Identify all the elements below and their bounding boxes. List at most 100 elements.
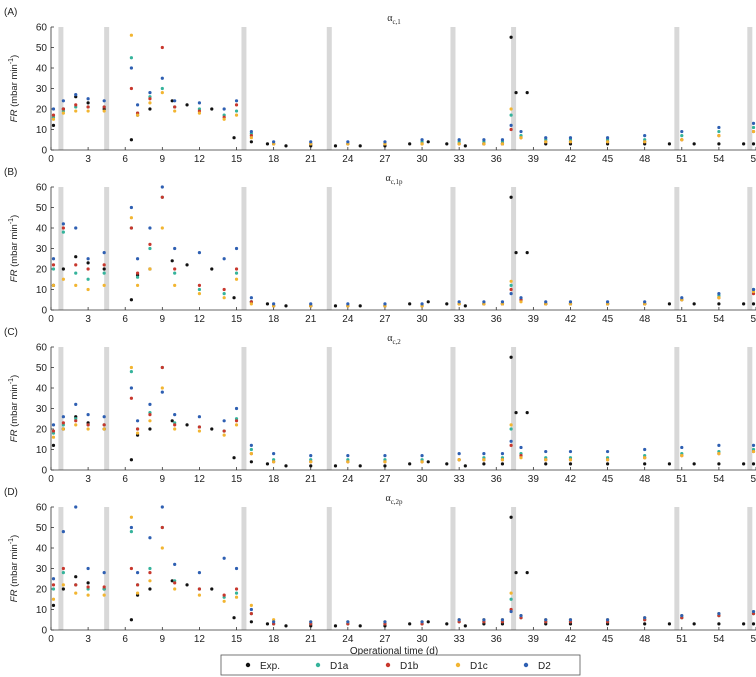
data-point-d2 <box>135 571 140 575</box>
x-tick-label: 36 <box>491 154 503 165</box>
data-point-d2 <box>135 103 140 107</box>
data-point-d2 <box>717 125 721 130</box>
shaded-band <box>241 507 247 630</box>
shaded-band <box>747 507 753 630</box>
data-point-exp <box>643 622 647 626</box>
data-point-exp <box>185 423 189 427</box>
x-tick-label: 27 <box>379 314 391 325</box>
data-point-d2 <box>160 185 164 189</box>
data-point-exp <box>148 107 152 111</box>
data-point-d1c <box>51 117 56 121</box>
data-point-d2 <box>643 616 647 620</box>
data-point-d2 <box>197 571 202 575</box>
data-point-exp <box>605 462 610 466</box>
x-tick-label: 57 <box>750 474 756 485</box>
y-tick-label: 0 <box>41 626 47 637</box>
data-point-exp <box>514 571 518 575</box>
x-tick-label: 57 <box>750 314 756 325</box>
data-point-d1b <box>509 443 513 447</box>
data-point-d2 <box>717 612 721 616</box>
data-point-exp <box>51 443 56 447</box>
data-point-d1c <box>61 111 65 115</box>
data-point-d2 <box>420 302 424 306</box>
data-point-d2 <box>346 140 350 144</box>
x-tick-label: 9 <box>160 474 166 485</box>
x-tick-label: 51 <box>676 474 688 485</box>
data-point-d2 <box>135 257 140 261</box>
data-point-d1c <box>102 593 106 597</box>
data-point-d1b <box>86 267 90 271</box>
shaded-band <box>104 27 110 150</box>
data-point-d1b <box>160 365 164 370</box>
data-point-d2 <box>86 257 90 261</box>
shaded-band <box>511 187 517 310</box>
data-point-d2 <box>309 140 313 144</box>
data-point-d1c <box>519 300 523 304</box>
data-point-d1a <box>129 56 133 60</box>
data-point-d1c <box>74 109 78 113</box>
data-point-exp <box>514 411 518 415</box>
data-point-exp <box>51 603 56 608</box>
data-point-d2 <box>568 618 573 622</box>
data-point-d1c <box>51 283 56 287</box>
data-point-d1b <box>173 581 177 585</box>
y-tick-label: 20 <box>36 585 48 596</box>
data-point-d1b <box>102 585 106 589</box>
data-point-exp <box>383 464 387 468</box>
x-tick-label: 15 <box>231 314 243 325</box>
data-point-d1a <box>509 283 513 287</box>
data-point-d2 <box>751 121 756 125</box>
data-point-exp <box>284 144 288 148</box>
y-tick-label: 50 <box>36 363 48 374</box>
data-point-d2 <box>148 91 152 95</box>
data-point-d2 <box>51 257 56 261</box>
data-point-exp <box>426 460 430 464</box>
data-point-d2 <box>568 136 573 140</box>
shaded-band <box>326 347 332 470</box>
x-tick-label: 45 <box>602 474 614 485</box>
data-point-exp <box>249 460 253 464</box>
x-tick-label: 18 <box>268 314 280 325</box>
data-point-d1c <box>751 449 756 454</box>
data-point-d2 <box>148 226 152 230</box>
data-point-exp <box>717 302 721 306</box>
data-point-d1c <box>249 452 253 456</box>
y-tick-label: 40 <box>36 224 48 235</box>
shaded-band <box>58 507 64 630</box>
data-point-exp <box>742 622 746 626</box>
data-point-d1c <box>135 591 140 595</box>
data-point-d1a <box>222 292 226 296</box>
data-point-d1b <box>173 423 177 427</box>
x-tick-label: 3 <box>85 314 91 325</box>
data-point-exp <box>408 302 412 306</box>
data-point-d1a <box>509 113 513 117</box>
data-point-exp <box>742 462 746 466</box>
data-point-exp <box>544 462 548 466</box>
data-point-d1c <box>568 140 573 144</box>
data-point-d1c <box>86 109 90 113</box>
data-point-d2 <box>197 251 202 255</box>
data-point-d2 <box>61 530 65 534</box>
x-tick-label: 33 <box>454 634 466 645</box>
data-point-d2 <box>86 566 90 571</box>
data-point-d1b <box>61 226 65 230</box>
x-tick-label: 45 <box>602 154 614 165</box>
data-point-d1a <box>234 271 239 275</box>
data-point-d1b <box>51 429 56 433</box>
data-point-exp <box>692 302 696 306</box>
panel-title: αc,2 <box>387 333 401 346</box>
y-tick-label: 50 <box>36 43 48 54</box>
x-tick-label: 24 <box>342 314 354 325</box>
panel-title-sub: c,2p <box>391 498 403 506</box>
data-point-d1a <box>717 129 721 134</box>
data-point-d2 <box>86 413 90 417</box>
legend-marker <box>385 662 391 668</box>
data-point-exp <box>692 622 696 626</box>
data-point-d2 <box>751 287 756 292</box>
data-point-d1c <box>717 296 721 300</box>
data-point-d1c <box>61 277 65 281</box>
data-point-d1b <box>129 566 133 571</box>
data-point-d1b <box>160 525 164 530</box>
y-axis-label-unit: (mbar min <box>9 544 20 589</box>
x-tick-label: 12 <box>194 474 206 485</box>
